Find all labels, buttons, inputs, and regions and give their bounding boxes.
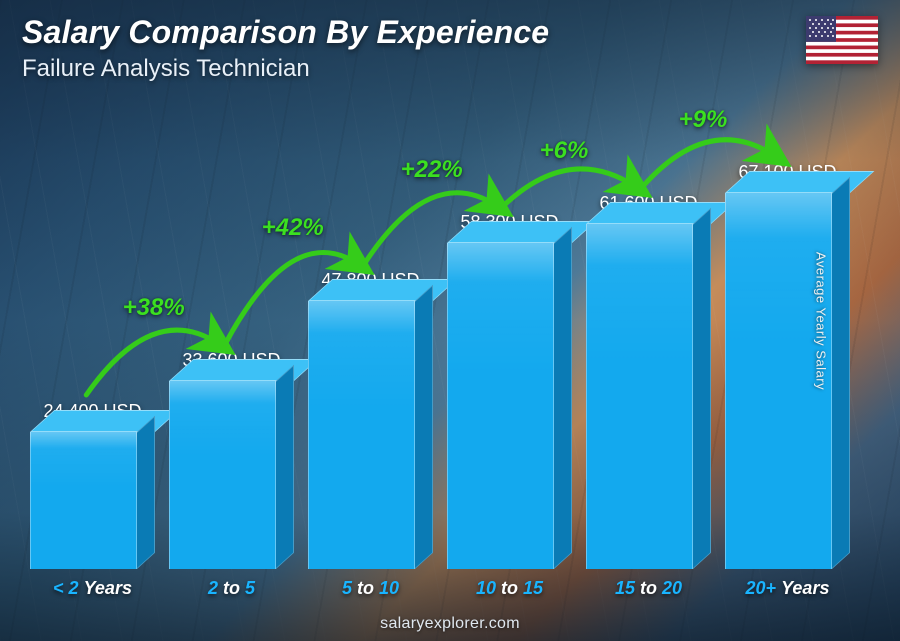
x-axis-label: < 2 Years	[30, 578, 155, 599]
bar-3: 58,300 USD	[447, 212, 572, 569]
bar-5: 67,100 USD	[725, 162, 850, 569]
x-axis-label: 15 to 20	[586, 578, 711, 599]
bar-4: 61,600 USD	[586, 193, 711, 569]
bar-chart: 24,400 USD 33,600 USD 47,800 USD 58,300 …	[30, 89, 850, 569]
bar-0: 24,400 USD	[30, 401, 155, 569]
us-flag-icon	[806, 16, 878, 64]
chart-title: Salary Comparison By Experience	[22, 14, 878, 51]
bar-2: 47,800 USD	[308, 270, 433, 569]
growth-pct-label: +6%	[540, 137, 589, 165]
growth-pct-label: +9%	[679, 106, 728, 134]
bar-1: 33,600 USD	[169, 350, 294, 569]
x-axis-label: 20+ Years	[725, 578, 850, 599]
x-axis: < 2 Years 2 to 5 5 to 10 10 to 15 15 to 20 20…	[30, 578, 850, 599]
growth-pct-label: +38%	[123, 294, 185, 322]
x-axis-label: 10 to 15	[447, 578, 572, 599]
footer-attribution: salaryexplorer.com	[0, 615, 900, 633]
chart-subtitle: Failure Analysis Technician	[22, 55, 878, 83]
x-axis-label: 5 to 10	[308, 578, 433, 599]
header: Salary Comparison By Experience Failure …	[22, 14, 878, 83]
growth-pct-label: +42%	[262, 214, 324, 242]
x-axis-label: 2 to 5	[169, 578, 294, 599]
y-axis-label: Average Yearly Salary	[813, 251, 828, 389]
growth-pct-label: +22%	[401, 156, 463, 184]
